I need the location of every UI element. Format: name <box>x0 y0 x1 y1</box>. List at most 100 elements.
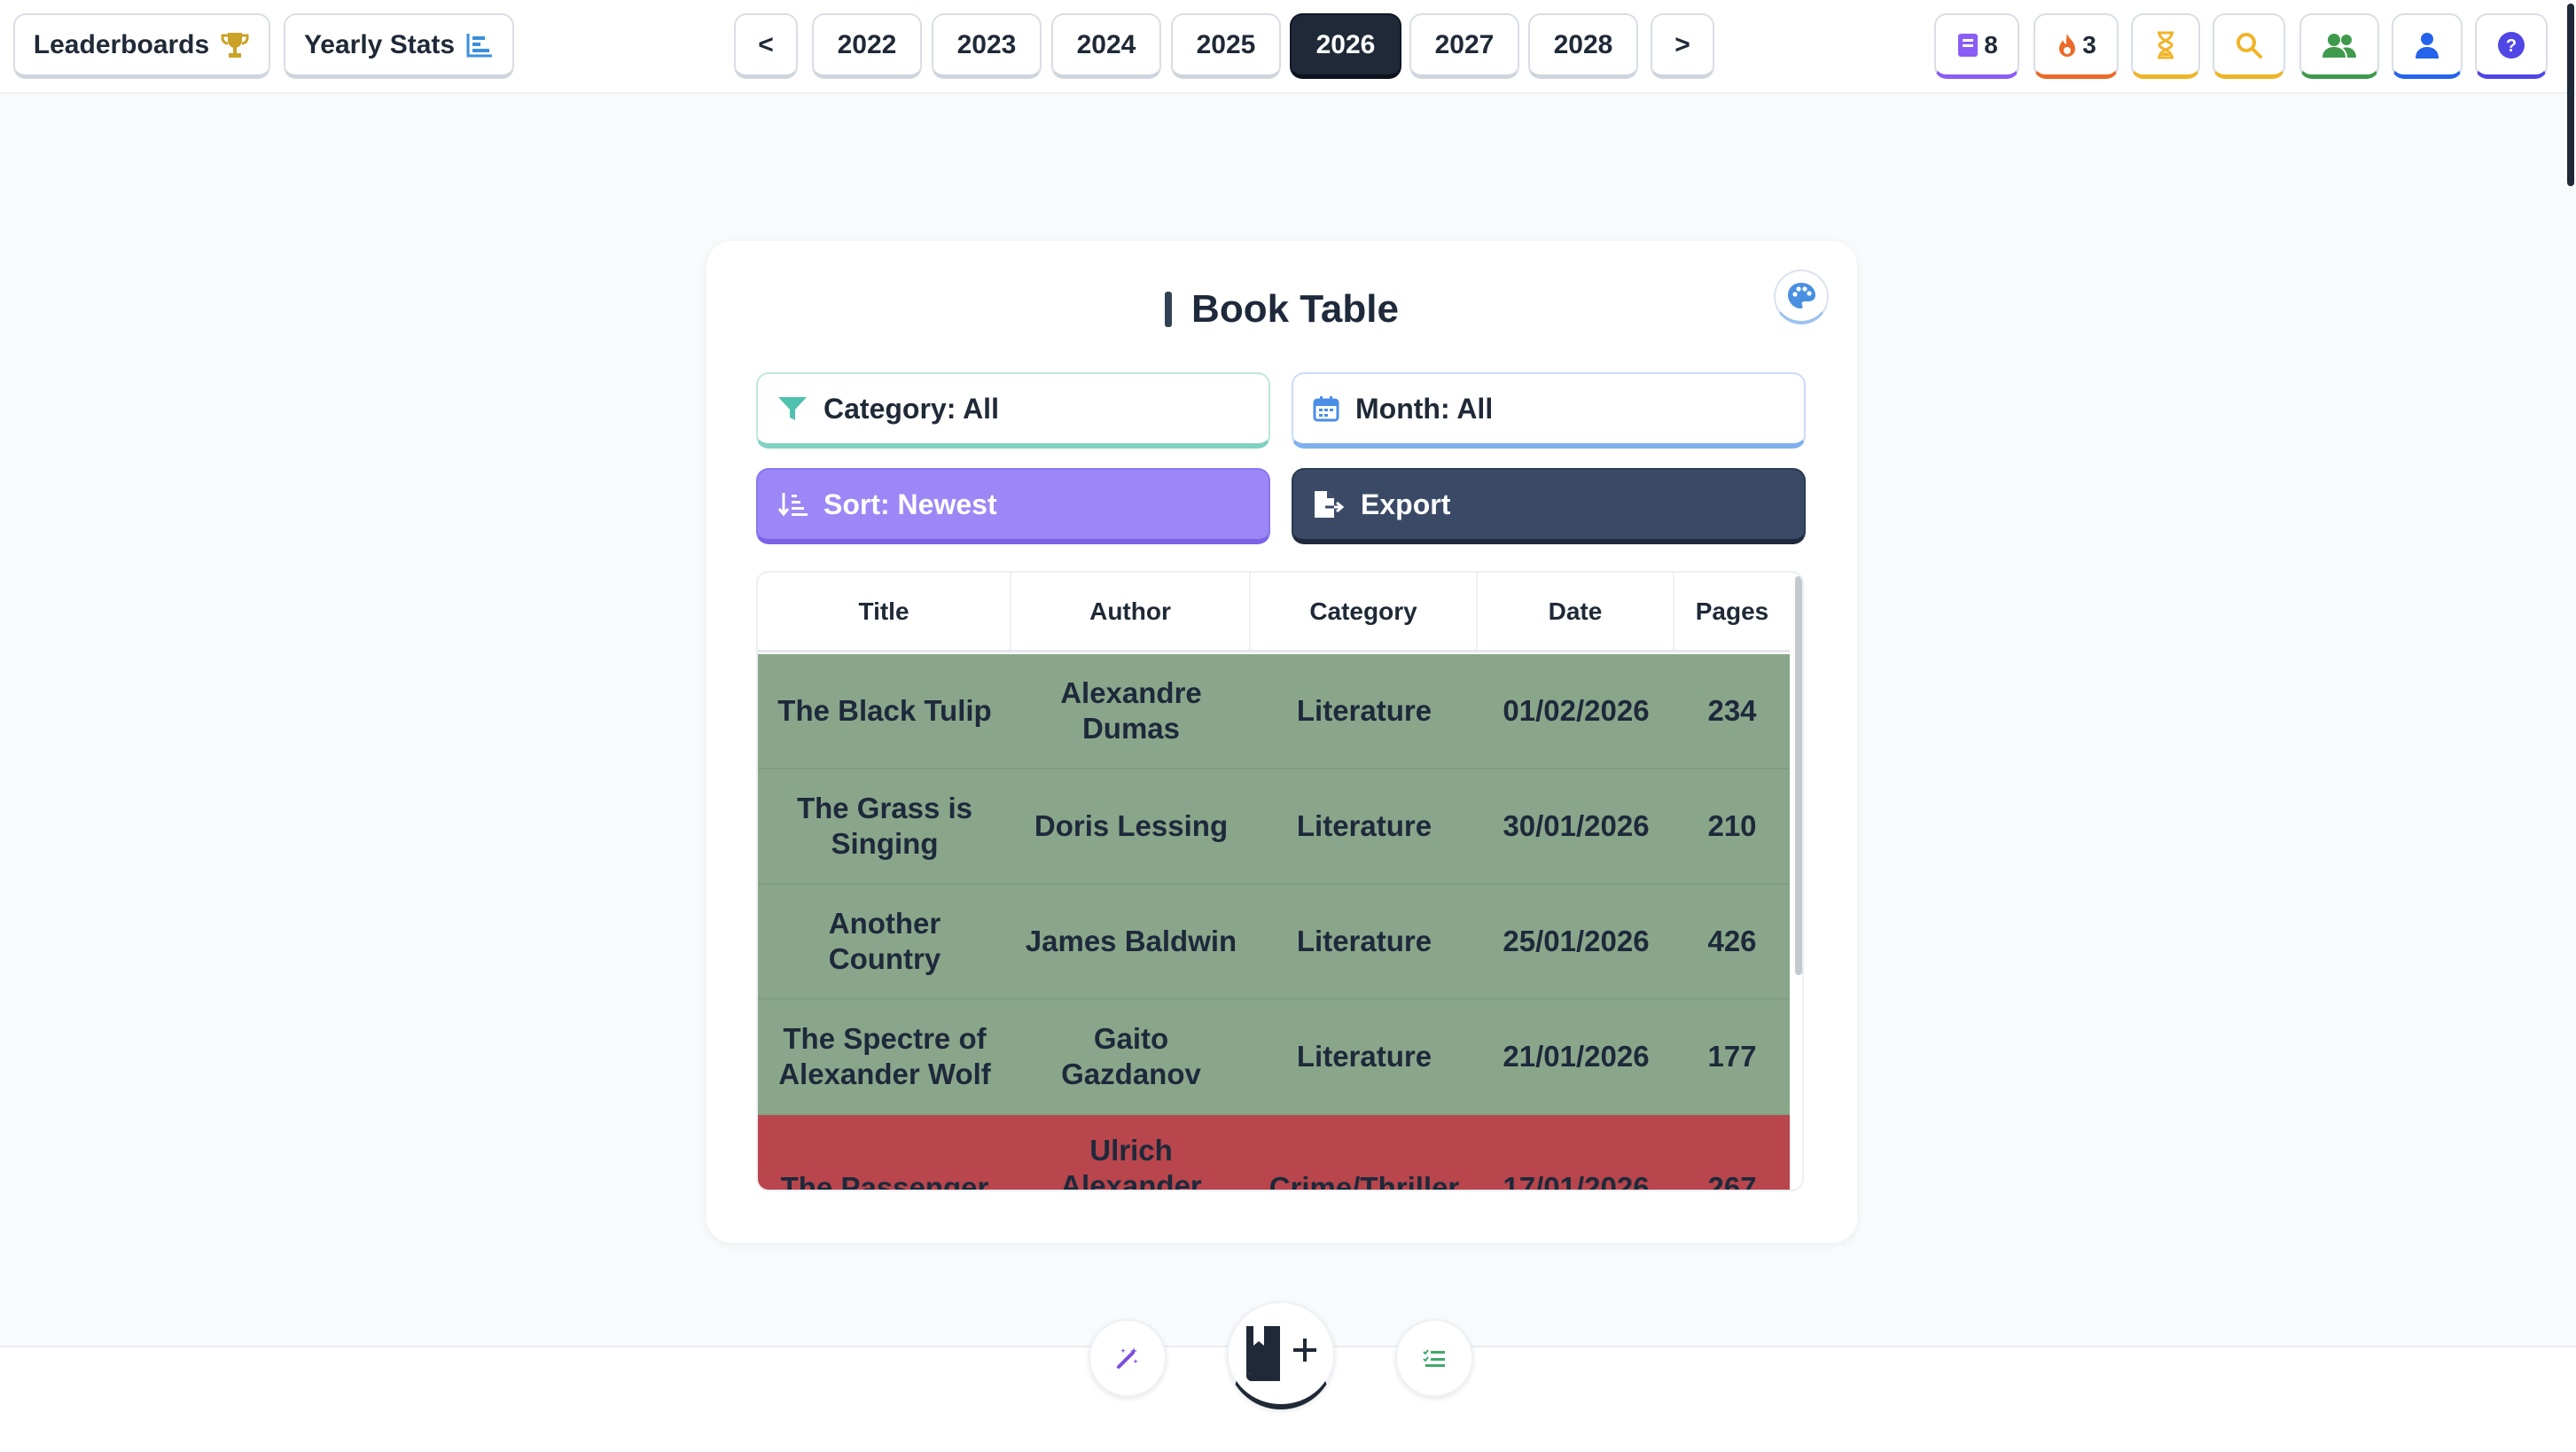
book-table: Title Author Category Date Pages The Bla… <box>756 571 1804 1191</box>
leaderboards-button[interactable]: Leaderboards <box>13 13 270 79</box>
help-icon: ? <box>2498 31 2525 59</box>
year-2024-button[interactable]: 2024 <box>1051 13 1161 79</box>
year-2026-button[interactable]: 2026 <box>1290 13 1401 79</box>
prev-year-button[interactable]: < <box>734 13 798 79</box>
year-2023-button[interactable]: 2023 <box>932 13 1042 79</box>
cell-category: Literature <box>1296 694 1432 727</box>
sort-descending-icon <box>777 493 808 517</box>
cell-pages: 177 <box>1707 1040 1757 1073</box>
cell-pages: 210 <box>1707 809 1757 842</box>
cell-date: 17/01/2026 <box>1503 1171 1650 1191</box>
column-header-category[interactable]: Category <box>1251 573 1478 650</box>
streak-count: 3 <box>2082 30 2096 59</box>
cell-date: 21/01/2026 <box>1503 1040 1650 1073</box>
cell-author: Gaito Gazdanov <box>1061 1022 1201 1090</box>
year-2022-button[interactable]: 2022 <box>812 13 922 79</box>
theme-palette-button[interactable] <box>1774 269 1829 324</box>
table-row[interactable]: The Spectre of Alexander Wolf Gaito Gazd… <box>758 1000 1790 1115</box>
yearly-stats-label: Yearly Stats <box>303 29 456 59</box>
checklist-button[interactable] <box>1395 1319 1473 1397</box>
books-read-count: 8 <box>1984 30 1998 59</box>
file-export-icon <box>1315 491 1345 518</box>
cell-category: Literature <box>1296 809 1432 842</box>
year-label: 2023 <box>956 29 1017 59</box>
cell-title: The Spectre of Alexander Wolf <box>778 1022 991 1090</box>
prev-year-label: < <box>758 29 774 59</box>
svg-text:?: ? <box>2506 36 2517 56</box>
cell-date: 25/01/2026 <box>1503 925 1650 957</box>
column-header-pages[interactable]: Pages <box>1695 597 1769 625</box>
year-label: 2028 <box>1553 29 1613 59</box>
export-button[interactable]: Export <box>1292 468 1806 544</box>
user-icon <box>2416 32 2439 59</box>
year-label: 2022 <box>837 29 897 59</box>
sort-label: Sort: Newest <box>824 488 997 520</box>
calendar-icon <box>1313 396 1339 422</box>
card-title-wrap: Book Table <box>706 287 1857 332</box>
help-button[interactable]: ? <box>2475 13 2548 79</box>
cell-title: Another Country <box>828 907 941 975</box>
category-filter-button[interactable]: Category: All <box>756 372 1270 449</box>
next-year-label: > <box>1674 29 1690 59</box>
bar-chart-icon <box>466 33 493 57</box>
year-label: 2024 <box>1076 29 1136 59</box>
column-header-title[interactable]: Title <box>758 573 1011 650</box>
search-button[interactable] <box>2213 13 2285 79</box>
search-icon <box>2236 32 2262 59</box>
top-bar: Leaderboards Yearly Stats < 2022 2023 20… <box>0 0 2576 94</box>
cell-author: Ulrich Alexander Boschwitz <box>1060 1134 1202 1191</box>
table-row[interactable]: Another Country James Baldwin Literature… <box>758 885 1790 1000</box>
add-book-icon <box>1246 1326 1316 1381</box>
fire-icon <box>2059 33 2076 57</box>
table-body: The Black Tulip Alexandre Dumas Literatu… <box>758 654 1790 1191</box>
column-header-author[interactable]: Author <box>1011 573 1251 650</box>
title-accent-bar <box>1165 292 1173 327</box>
cell-title: The Grass is Singing <box>796 792 973 860</box>
month-filter-label: Month: All <box>1355 392 1494 425</box>
cell-pages: 426 <box>1707 925 1757 957</box>
year-2025-button[interactable]: 2025 <box>1171 13 1281 79</box>
friends-icon <box>2322 33 2356 58</box>
table-row[interactable]: The Black Tulip Alexandre Dumas Literatu… <box>758 654 1790 769</box>
books-read-button[interactable]: 8 <box>1934 13 2019 79</box>
year-label: 2025 <box>1196 29 1256 59</box>
friends-button[interactable] <box>2299 13 2379 79</box>
book-table-card: Book Table Category: All Month: All <box>706 241 1857 1243</box>
cell-date: 01/02/2026 <box>1503 694 1650 727</box>
table-row[interactable]: The Passenger Ulrich Alexander Boschwitz… <box>758 1115 1790 1191</box>
cell-title: The Black Tulip <box>777 694 992 727</box>
year-label: 2027 <box>1434 29 1495 59</box>
next-year-button[interactable]: > <box>1651 13 1714 79</box>
cell-pages: 267 <box>1707 1171 1757 1191</box>
yearly-stats-button[interactable]: Yearly Stats <box>284 13 514 79</box>
leaderboards-label: Leaderboards <box>33 29 210 59</box>
magic-wand-icon <box>1117 1347 1138 1369</box>
add-book-button[interactable] <box>1227 1301 1335 1409</box>
cell-author: Doris Lessing <box>1034 809 1229 842</box>
magic-wand-button[interactable] <box>1089 1319 1167 1397</box>
category-filter-label: Category: All <box>824 392 999 425</box>
cell-category: Literature <box>1296 925 1432 957</box>
book-icon <box>1958 33 1979 57</box>
page-scrollbar[interactable] <box>2567 4 2574 186</box>
table-header: Title Author Category Date Pages <box>758 573 1790 652</box>
column-header-date[interactable]: Date <box>1478 573 1674 650</box>
streak-button[interactable]: 3 <box>2033 13 2119 79</box>
profile-button[interactable] <box>2392 13 2463 79</box>
cell-category: Crime/Thriller <box>1268 1171 1460 1191</box>
month-filter-button[interactable]: Month: All <box>1292 372 1806 449</box>
year-2027-button[interactable]: 2027 <box>1409 13 1519 79</box>
year-2028-button[interactable]: 2028 <box>1528 13 1638 79</box>
sort-button[interactable]: Sort: Newest <box>756 468 1270 544</box>
cell-author: James Baldwin <box>1025 925 1237 957</box>
checklist-icon <box>1423 1349 1445 1367</box>
table-row[interactable]: The Grass is Singing Doris Lessing Liter… <box>758 769 1790 885</box>
timer-button[interactable] <box>2131 13 2200 79</box>
year-label: 2026 <box>1315 29 1376 59</box>
cell-title: The Passenger <box>780 1171 989 1191</box>
cell-author: Alexandre Dumas <box>1060 676 1202 745</box>
table-scrollbar[interactable] <box>1795 576 1802 975</box>
cell-pages: 234 <box>1707 694 1757 727</box>
filter-icon <box>778 397 807 420</box>
card-title: Book Table <box>1191 287 1399 331</box>
